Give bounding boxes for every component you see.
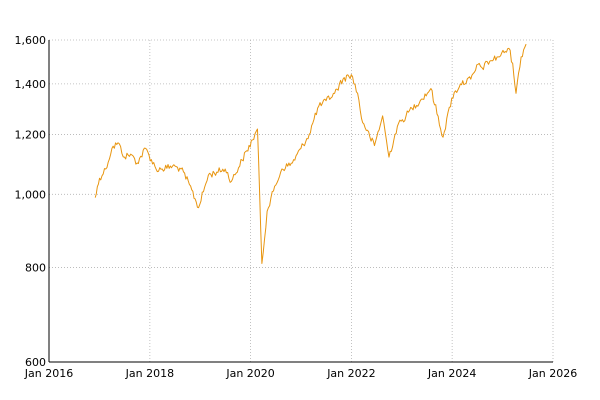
- series-layer: [94, 43, 527, 264]
- series-line: [94, 43, 527, 264]
- axes: [48, 40, 553, 363]
- x-tick-label: Jan 2024: [427, 367, 476, 380]
- y-tick-label: 1,600: [15, 34, 47, 47]
- x-tick-label: Jan 2020: [225, 367, 274, 380]
- y-tick-label: 1,000: [15, 188, 47, 201]
- y-tick-label: 1,400: [15, 78, 47, 91]
- x-tick-label: Jan 2022: [326, 367, 375, 380]
- grid: [49, 39, 554, 362]
- x-tick-labels: Jan 2016 Jan 2018 Jan 2020 Jan 2022 Jan 2024…: [24, 367, 577, 380]
- y-tick-label: 600: [25, 356, 46, 369]
- y-tick-label: 1,200: [15, 128, 47, 141]
- x-tick-label: Jan 2026: [528, 367, 577, 380]
- x-tick-label: Jan 2018: [125, 367, 174, 380]
- y-tick-label: 800: [25, 262, 46, 275]
- x-tick-label: Jan 2016: [24, 367, 73, 380]
- y-tick-labels: 600 800 1,000 1,200 1,400 1,600: [15, 34, 47, 369]
